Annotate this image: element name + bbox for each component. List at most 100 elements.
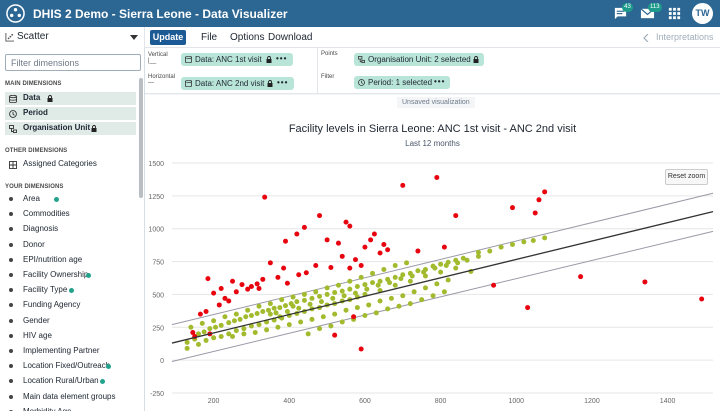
options-menu[interactable]: Options (230, 32, 265, 43)
dimension-item[interactable]: EPI/nutrition age (5, 254, 136, 267)
inlier-point (275, 324, 281, 330)
inlier-point (324, 285, 330, 291)
outlier-point (218, 286, 224, 292)
outlier-point (347, 265, 353, 271)
dimension-data[interactable]: Data (5, 92, 136, 105)
inlier-point (241, 331, 247, 337)
apps-grid-icon[interactable] (667, 6, 682, 21)
inlier-point (530, 238, 536, 244)
columns-axis-label: Vertical (148, 52, 168, 58)
dimension-item[interactable]: Facility Type (5, 284, 136, 297)
chip-points-orgunit[interactable]: Organisation Unit: 2 selected (354, 53, 484, 66)
inlier-point (407, 278, 413, 284)
visualization-type-selector[interactable]: Scatter (0, 27, 145, 48)
dimension-period[interactable]: Period (5, 107, 136, 120)
points-axis-label: Points (321, 51, 338, 57)
has-items-indicator-icon (69, 288, 74, 294)
reset-zoom-button[interactable]: Reset zoom (665, 169, 708, 185)
dimension-label: Funding Agency (23, 300, 81, 310)
dimension-item[interactable]: Funding Agency (5, 299, 136, 312)
dimension-item[interactable]: Morbidity Age (5, 406, 136, 411)
download-menu[interactable]: Download (268, 32, 313, 43)
inlier-point (226, 331, 232, 337)
inlier-point (195, 341, 201, 347)
dimension-item[interactable]: Donor (5, 239, 136, 252)
inlier-point (207, 326, 213, 332)
chip-horizontal-data[interactable]: Data: ANC 2nd visit ••• (181, 77, 294, 90)
dimension-item[interactable]: Location Rural/Urban (5, 375, 136, 388)
x-tick-label: 1400 (660, 398, 676, 405)
dimension-label: Data (23, 93, 41, 102)
clock-icon (9, 110, 17, 118)
outlier-point (281, 265, 287, 271)
more-options-icon[interactable]: ••• (276, 54, 288, 63)
bullet-icon (9, 333, 13, 338)
dimension-item[interactable]: Location Fixed/Outreach (5, 360, 136, 373)
inlier-point (339, 288, 345, 294)
update-button[interactable]: Update (150, 30, 186, 45)
dimension-label: Gender (23, 315, 50, 325)
user-avatar[interactable]: TW (692, 3, 713, 24)
file-menu[interactable]: File (201, 32, 218, 43)
scatter-chart[interactable]: -250 0 250 500 750 1000 1250 1500 200 400 600 800 10… (145, 95, 720, 411)
outlier-point (335, 240, 341, 246)
dimension-label: Facility Type (23, 285, 68, 295)
dimension-label: Diagnosis (23, 224, 59, 234)
lock-icon (473, 56, 479, 63)
inlier-point (252, 330, 258, 336)
inlier-point (233, 328, 239, 334)
inlier-point (409, 273, 415, 279)
dimension-item[interactable]: Area (5, 193, 136, 206)
interpretations-button[interactable]: Interpretations (656, 32, 714, 42)
inlier-point (260, 309, 266, 315)
outlier-point (532, 210, 538, 216)
dimension-item[interactable]: Gender (5, 315, 136, 328)
rows-axis-label: Horizontal (148, 74, 176, 80)
outlier-point (230, 278, 236, 284)
more-options-icon[interactable]: ••• (277, 78, 289, 87)
outlier-point (415, 248, 421, 254)
outlier-point (441, 244, 447, 250)
bullet-icon (9, 303, 13, 308)
inlier-point (286, 322, 292, 328)
inlier-point (419, 297, 425, 303)
dimension-item[interactable]: Main data element groups (5, 391, 136, 404)
chip-label: Organisation Unit: 2 selected (368, 55, 471, 64)
dimension-item[interactable]: HIV age (5, 330, 136, 343)
chip-vertical-data[interactable]: Data: ANC 1st visit ••• (181, 53, 293, 66)
outlier-point (275, 274, 281, 280)
email-badge: 113 (648, 3, 662, 12)
inlier-point (370, 270, 376, 276)
outlier-point (211, 290, 217, 296)
inlier-point (237, 316, 243, 322)
bullet-icon (9, 212, 13, 217)
inlier-point (230, 333, 236, 339)
dimension-item[interactable]: Diagnosis (5, 223, 136, 236)
inlier-point (305, 331, 311, 337)
outlier-point (509, 205, 515, 211)
x-tick-label: 800 (435, 398, 447, 405)
inlier-point (318, 299, 324, 305)
outlier-point (317, 213, 323, 219)
bullet-icon (9, 318, 13, 323)
inlier-point (430, 293, 436, 299)
outlier-point (284, 280, 290, 286)
chevron-down-icon (130, 35, 138, 40)
dimension-item[interactable]: Commodities (5, 208, 136, 221)
bullet-icon (9, 288, 13, 293)
outlier-point (197, 311, 203, 317)
left-panel-scrollbar[interactable] (139, 78, 143, 198)
dimension-item[interactable]: Facility Ownership (5, 269, 136, 282)
chip-filter-period[interactable]: Period: 1 selected ••• (354, 76, 450, 89)
outlier-point (400, 182, 406, 188)
dimension-organisation-unit[interactable]: Organisation Unit (5, 122, 136, 135)
more-options-icon[interactable]: ••• (434, 77, 446, 86)
inlier-point (434, 281, 440, 287)
bullet-icon (9, 349, 13, 353)
inlier-point (352, 290, 358, 296)
y-tick-label: 1500 (148, 161, 164, 168)
dimension-assigned-categories[interactable]: Assigned Categories (5, 158, 136, 171)
dhis2-logo-icon[interactable] (6, 4, 25, 23)
filter-dimensions-input[interactable] (5, 54, 141, 71)
dimension-item[interactable]: Implementing Partner (5, 345, 136, 358)
